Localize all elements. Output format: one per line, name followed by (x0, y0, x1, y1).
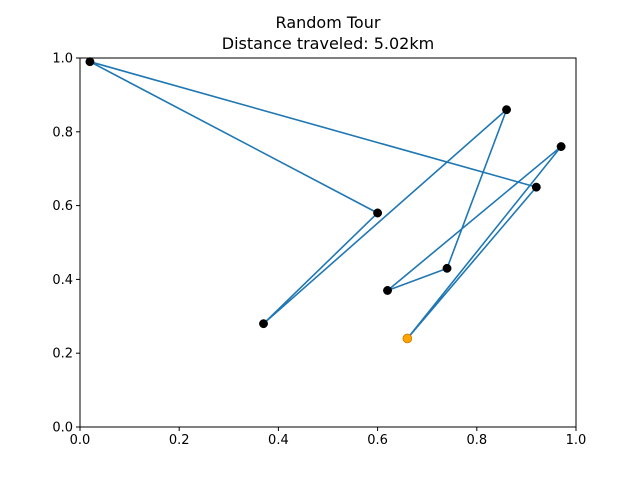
chart-title: Random Tour (276, 13, 381, 32)
city-point (259, 319, 268, 329)
y-tick-label: 0.2 (52, 347, 73, 362)
chart-subtitle: Distance traveled: 5.02km (222, 34, 434, 53)
x-tick-label: 0.8 (466, 433, 487, 448)
x-tick-label: 1.0 (566, 433, 587, 448)
city-point (531, 182, 541, 192)
x-tick-label: 0.6 (367, 433, 388, 448)
x-tick-label: 0.0 (70, 433, 91, 448)
y-tick-label: 0.4 (52, 273, 73, 288)
axes-frame (79, 57, 577, 428)
city-point (85, 57, 95, 67)
tour-path-line (89, 60, 562, 340)
city-point (442, 263, 452, 273)
city-point (556, 142, 566, 152)
start-point (402, 333, 413, 344)
city-point (502, 105, 512, 115)
y-tick-label: 0.6 (52, 199, 73, 214)
y-tick-label: 0.8 (52, 125, 73, 140)
axes-layer: 0.0 0.2 0.4 0.6 0.8 1.0 0.0 0.2 0.4 0.6 0.8 1.0 (52, 52, 586, 449)
y-tick-label: 1.0 (52, 52, 73, 67)
plot-area (80, 58, 576, 427)
x-tick-label: 0.4 (268, 433, 289, 448)
city-point (373, 208, 383, 218)
marks-layer (85, 57, 566, 344)
y-tick-label: 0.0 (52, 421, 73, 436)
x-tick-label: 0.2 (169, 433, 190, 448)
city-point (383, 286, 392, 295)
